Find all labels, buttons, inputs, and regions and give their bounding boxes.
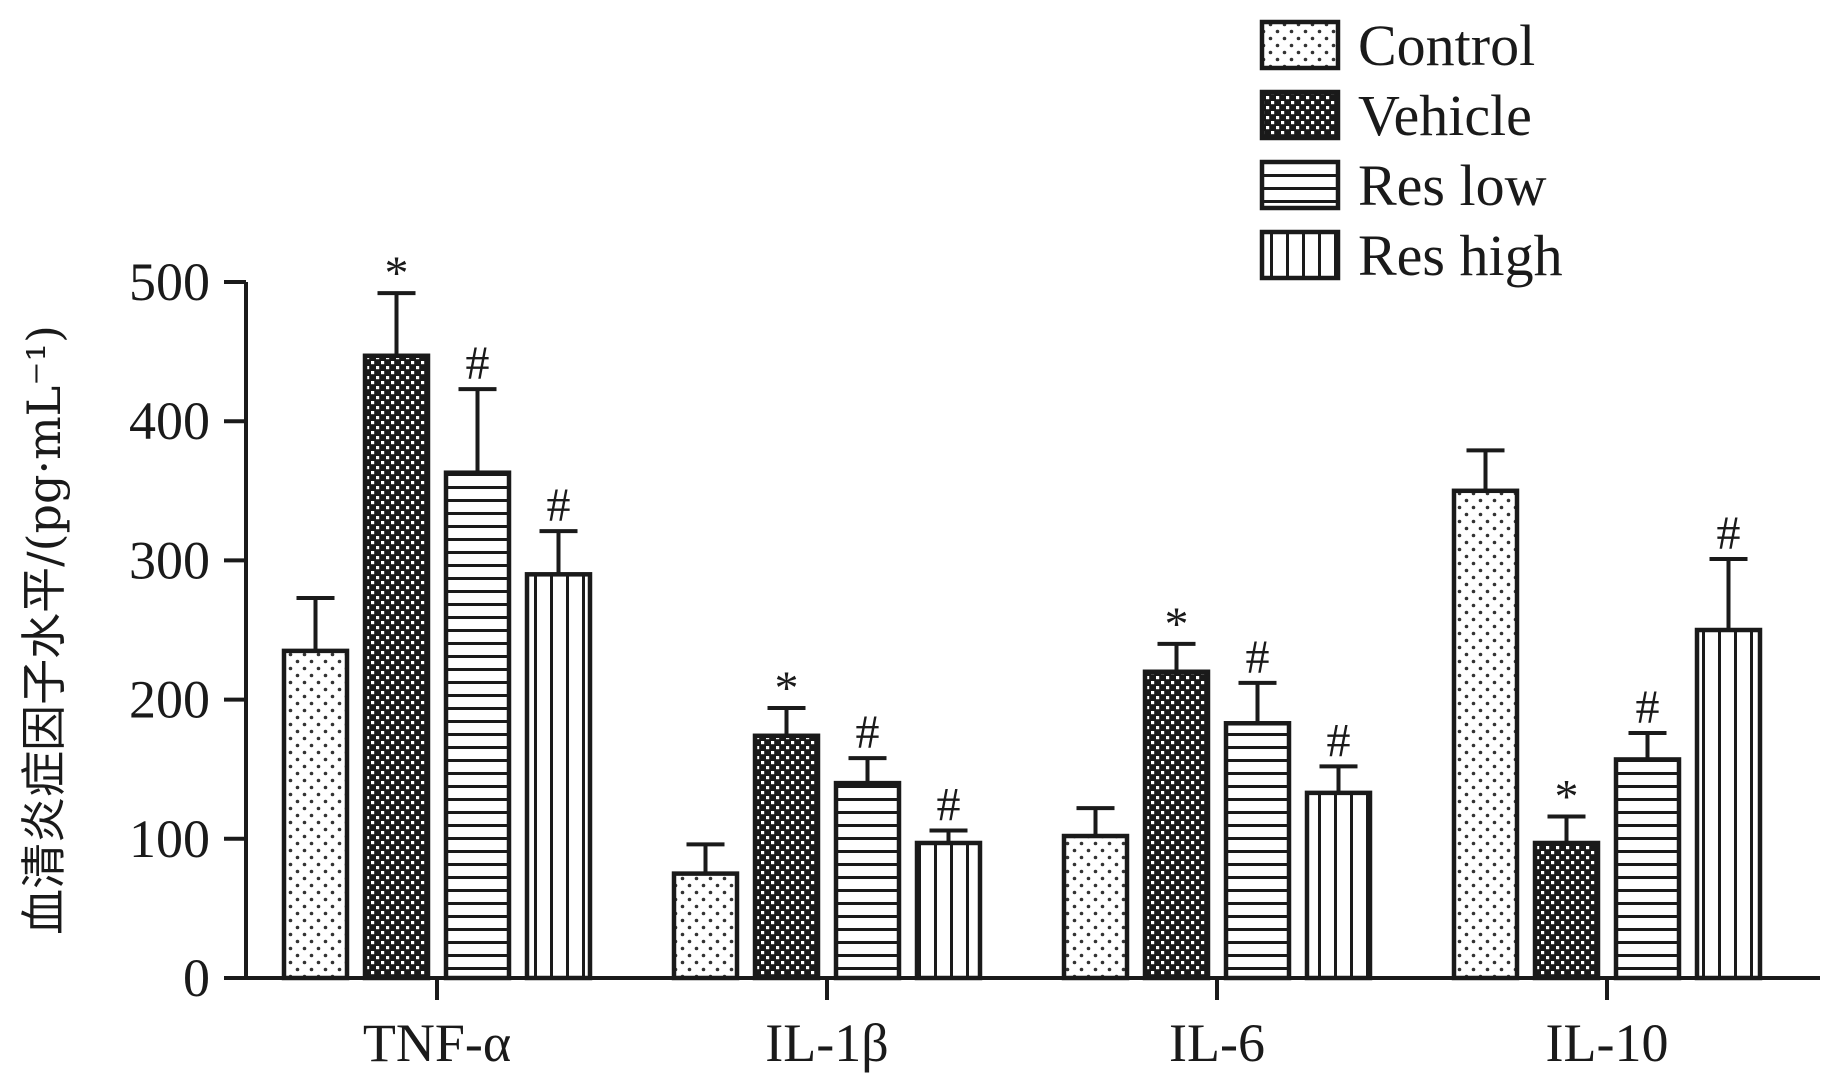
x-tick-label: IL-6	[1169, 1013, 1265, 1073]
significance-hash: #	[466, 337, 490, 390]
legend-label: Control	[1358, 13, 1535, 78]
y-tick-label: 500	[129, 252, 210, 312]
x-tick-label: IL-1β	[765, 1013, 888, 1073]
legend-label: Vehicle	[1358, 83, 1532, 148]
bar-res-low-1	[833, 780, 902, 981]
y-axis-ticks: 0 100 200 300 400 500	[129, 252, 246, 1008]
significance-hash: #	[856, 706, 880, 759]
legend-label: Res high	[1358, 223, 1563, 288]
bar-vehicle-3	[1532, 840, 1601, 981]
bar-control-2	[1061, 833, 1130, 981]
legend-swatch-res-high	[1259, 229, 1341, 281]
bar-control-1	[671, 871, 740, 981]
y-axis-label: 血清炎症因子水平/(pg·mL⁻¹)	[17, 325, 71, 935]
significance-hash: #	[1636, 681, 1660, 734]
significance-hash: #	[547, 479, 571, 532]
bar-res-low-0	[443, 470, 512, 981]
legend-label: Res low	[1358, 153, 1547, 218]
y-tick-label: 100	[129, 809, 210, 869]
bar-res-high-0	[524, 572, 593, 981]
significance-hash: #	[937, 778, 961, 831]
bar-vehicle-2	[1142, 669, 1211, 981]
significance-hash: #	[1246, 631, 1270, 684]
bar-res-low-2	[1223, 721, 1292, 981]
bar-control-3	[1451, 488, 1520, 981]
legend-swatch-vehicle	[1259, 89, 1341, 141]
x-tick-label: TNF-α	[363, 1013, 511, 1073]
x-axis-ticks: TNF-α IL-1β IL-6 IL-10	[363, 978, 1669, 1073]
bar-res-high-3	[1694, 627, 1763, 981]
bars-group: * # # * # # * # # * # #	[281, 247, 1763, 981]
significance-asterisk: *	[1555, 771, 1579, 824]
legend-swatch-res-low	[1259, 159, 1341, 211]
bar-vehicle-0	[362, 353, 431, 981]
bar-res-low-3	[1613, 757, 1682, 981]
significance-asterisk: *	[1165, 598, 1189, 651]
bar-res-high-2	[1304, 790, 1373, 981]
bar-res-high-1	[914, 840, 983, 981]
significance-asterisk: *	[775, 662, 799, 715]
y-tick-label: 200	[129, 670, 210, 730]
significance-hash: #	[1717, 507, 1741, 560]
y-tick-label: 0	[183, 948, 210, 1008]
y-tick-label: 300	[129, 530, 210, 590]
significance-asterisk: *	[385, 247, 409, 300]
bar-vehicle-1	[752, 733, 821, 981]
bar-control-0	[281, 648, 350, 981]
x-tick-label: IL-10	[1546, 1013, 1669, 1073]
significance-hash: #	[1327, 714, 1351, 767]
y-tick-label: 400	[129, 391, 210, 451]
legend-swatch-control	[1259, 19, 1341, 71]
